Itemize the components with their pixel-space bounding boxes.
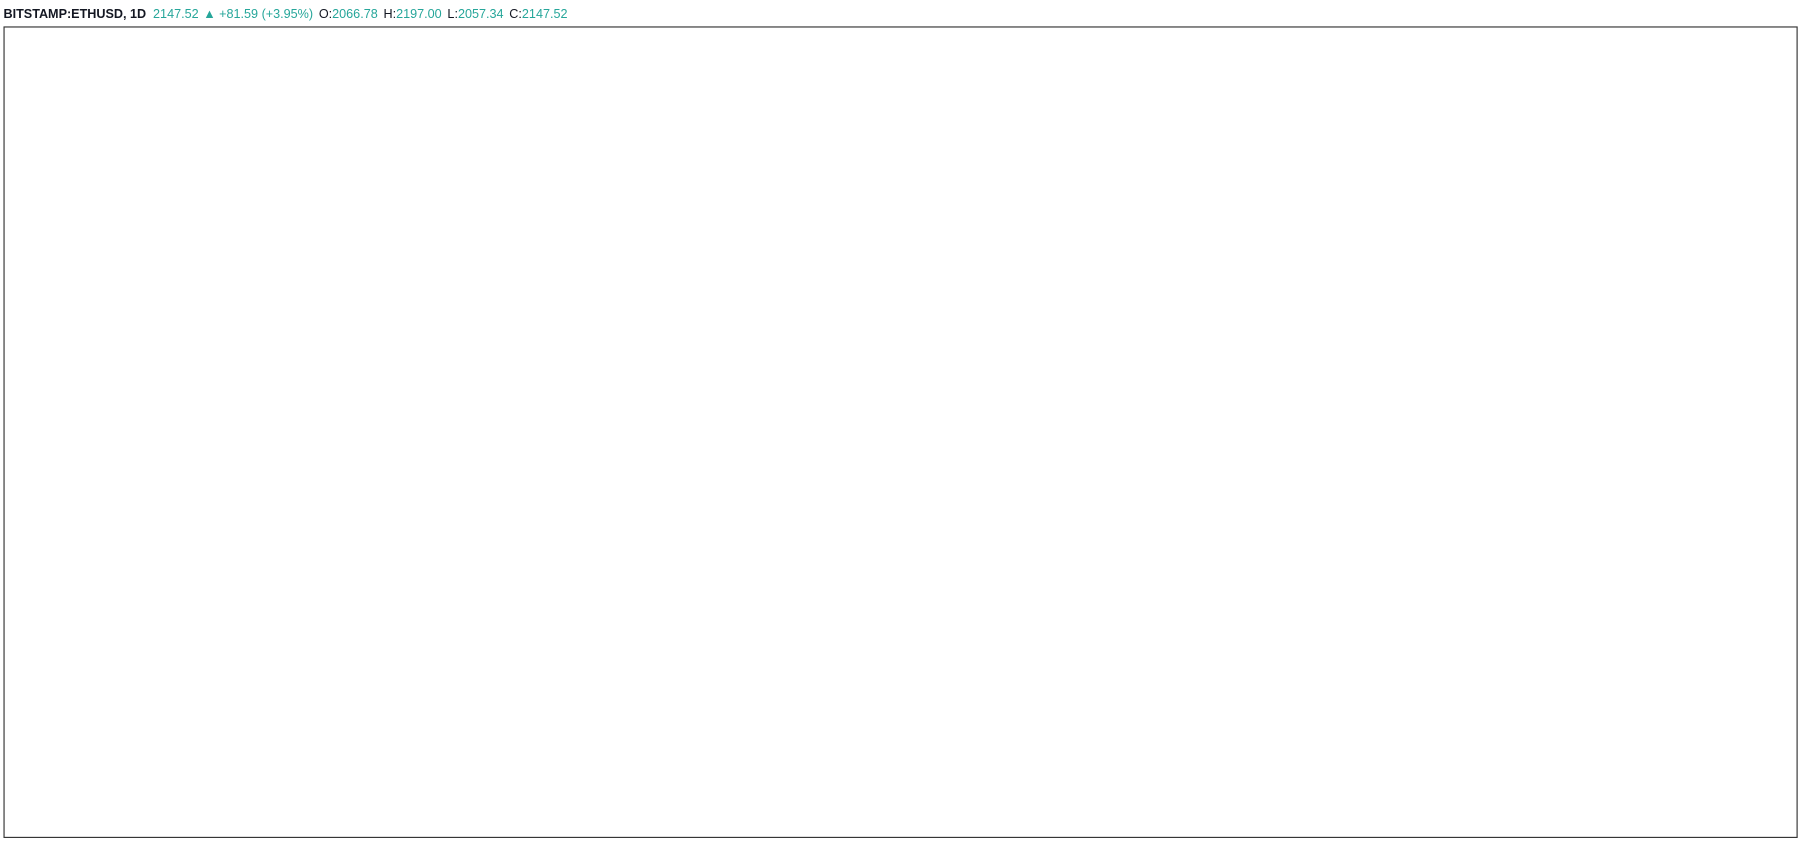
field-value: 2147.52	[522, 7, 568, 21]
change: +81.59 (+3.95%)	[219, 7, 313, 21]
field-key: O:	[319, 7, 332, 21]
chart-frame	[3, 26, 1798, 838]
header: BITSTAMP:ETHUSD, 1D 2147.52 ▲ +81.59 (+3.95…	[3, 7, 567, 21]
last-price: 2147.52	[153, 7, 199, 21]
up-arrow: ▲	[203, 7, 215, 21]
field-value: 2197.00	[396, 7, 442, 21]
field-key: H:	[383, 7, 396, 21]
field-value: 2066.78	[332, 7, 378, 21]
field-key: L:	[447, 7, 458, 21]
field-key: C:	[509, 7, 522, 21]
symbol: BITSTAMP:ETHUSD, 1D	[3, 7, 146, 21]
field-value: 2057.34	[458, 7, 504, 21]
